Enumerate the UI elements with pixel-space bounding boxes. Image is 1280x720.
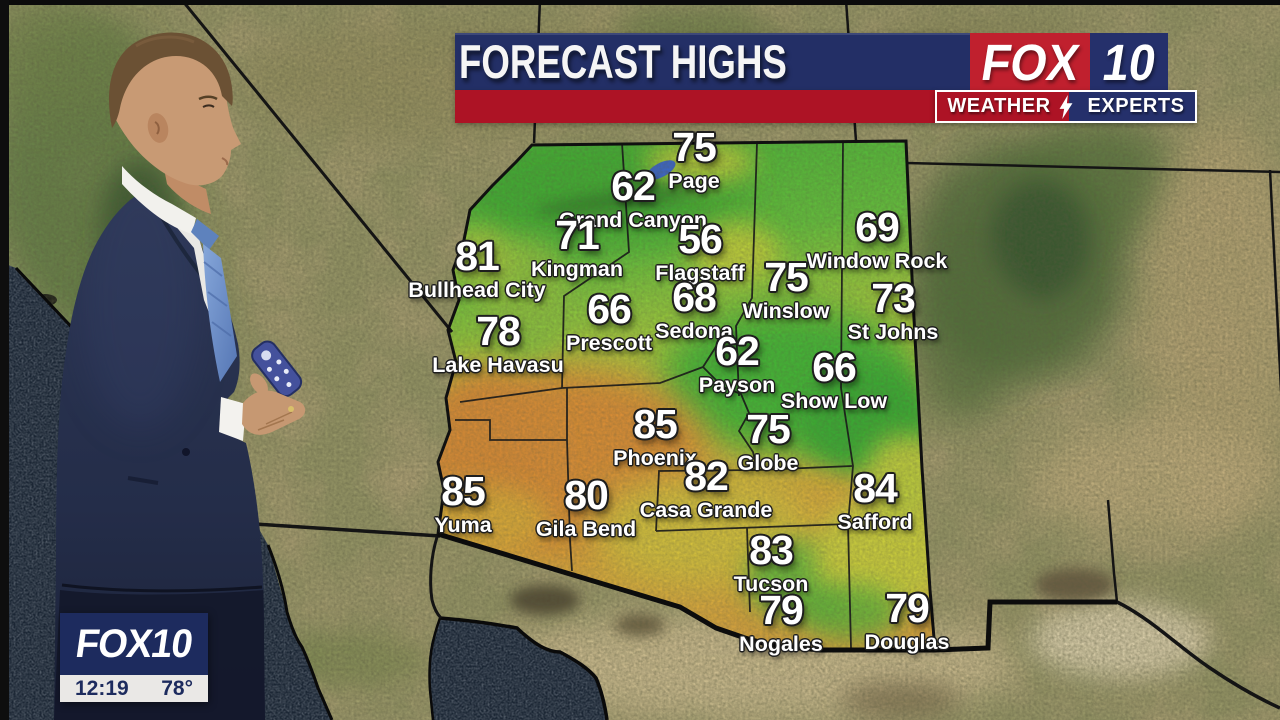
left-edge-bar — [0, 0, 9, 720]
county-borders — [455, 142, 854, 649]
bug-time: 12:19 — [75, 676, 129, 700]
header-banner: FORECAST HIGHS — [455, 33, 970, 90]
arizona-border — [436, 139, 937, 652]
weather-label: WEATHER — [937, 92, 1069, 121]
bug-logo: FOX10 — [60, 613, 208, 675]
banner-red-stripe — [455, 90, 935, 123]
bug-temp: 78° — [161, 676, 193, 700]
top-edge-bar — [0, 0, 1280, 5]
station-bug: FOX10 12:19 78° — [60, 613, 208, 702]
fox-logo-ten: 10 — [1090, 33, 1168, 92]
bug-info-strip: 12:19 78° — [60, 675, 208, 702]
page-title: FORECAST HIGHS — [458, 35, 787, 88]
lightning-bolt-icon — [1059, 95, 1073, 119]
weather-experts-bar: WEATHER EXPERTS — [935, 90, 1197, 123]
experts-label: EXPERTS — [1068, 92, 1195, 121]
mexico-border — [437, 531, 1117, 653]
fox-logo-fox: FOX — [970, 33, 1090, 92]
